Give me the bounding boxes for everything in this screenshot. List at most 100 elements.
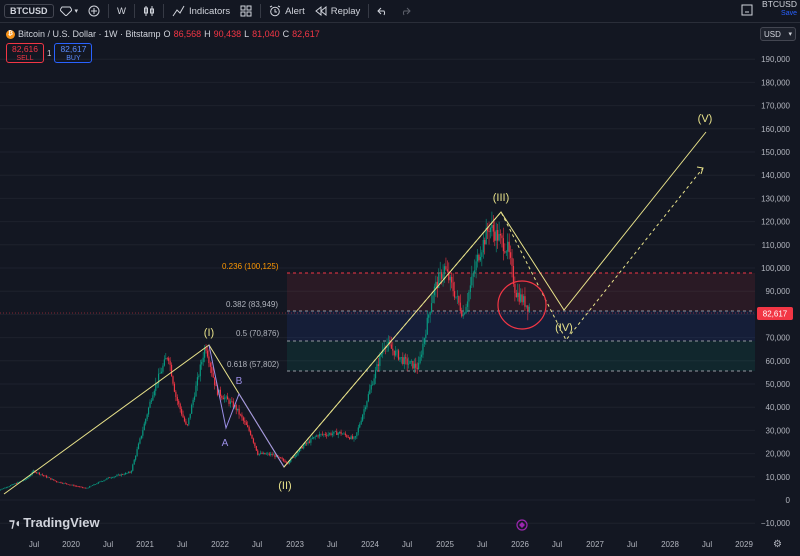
candle-body: [170, 364, 173, 377]
abc-correction-line: [208, 344, 285, 468]
candle-body: [300, 447, 302, 449]
candle-body: [461, 310, 463, 317]
candle-body: [293, 457, 295, 458]
interval-button[interactable]: W: [117, 5, 126, 17]
target-icon[interactable]: [516, 519, 528, 531]
indicators-button[interactable]: Indicators: [167, 0, 235, 22]
candle-body: [305, 443, 308, 444]
candle-body: [504, 251, 506, 253]
candle-body: [191, 404, 193, 414]
candle-body: [83, 487, 85, 489]
candle-body: [18, 481, 20, 483]
candle-body: [212, 372, 214, 378]
divider: [162, 4, 164, 18]
undo-icon[interactable]: [372, 0, 394, 22]
candle-body: [528, 306, 530, 312]
candle-body: [472, 273, 474, 277]
candle-body: [443, 266, 446, 275]
divider: [133, 4, 135, 18]
redo-icon[interactable]: [394, 0, 416, 22]
candle-body: [366, 401, 368, 408]
candle-body: [172, 376, 174, 384]
candles-icon[interactable]: [138, 0, 160, 22]
candle-body: [285, 462, 288, 464]
candle-body: [110, 477, 112, 479]
candle-body: [449, 276, 451, 281]
candle-body: [429, 311, 431, 316]
candle-body: [252, 438, 255, 443]
candle-body: [12, 484, 15, 485]
currency-select[interactable]: USD ▾: [760, 27, 796, 41]
community-icon[interactable]: ▾: [54, 0, 84, 22]
candle-body: [522, 296, 525, 303]
candle-body: [326, 435, 328, 436]
candle-body: [353, 437, 355, 439]
candle-body: [7, 486, 9, 488]
candle-body: [518, 292, 520, 302]
candle-body: [327, 434, 329, 436]
candle-body: [484, 239, 486, 245]
fib-zones: [0, 272, 755, 372]
candle-body: [514, 284, 516, 293]
header-right[interactable]: BTCUSD Save: [762, 0, 797, 18]
candle-body: [462, 314, 464, 317]
save-label[interactable]: Save: [781, 10, 797, 17]
candle-body: [377, 364, 380, 366]
time-tick: Jul: [627, 540, 637, 549]
candle-body: [168, 358, 170, 361]
candle-body: [499, 234, 502, 236]
replay-button[interactable]: Replay: [310, 0, 366, 22]
fullscreen-icon[interactable]: [741, 4, 753, 18]
candle-body: [495, 230, 497, 241]
candle-body: [333, 431, 335, 434]
candle-body: [70, 484, 72, 486]
alert-button[interactable]: Alert: [264, 0, 310, 22]
gear-icon[interactable]: ⚙: [773, 539, 782, 550]
candle-body: [61, 482, 63, 484]
price-axis[interactable]: 190,000 180,000 170,000 160,000 150,000 140,0…: [761, 55, 791, 528]
candle-body: [66, 483, 68, 485]
candle-body: [508, 241, 510, 253]
add-symbol-icon[interactable]: [83, 0, 105, 22]
candle-body: [166, 358, 168, 359]
price-tick: 100,000: [761, 264, 790, 273]
candle-body: [87, 487, 89, 489]
candle-body: [311, 438, 313, 440]
symbol-search[interactable]: BTCUSD: [4, 4, 54, 18]
candle-body: [314, 436, 316, 438]
candle-body: [257, 450, 259, 455]
candle-body: [284, 460, 286, 463]
candle-body: [410, 360, 413, 362]
layouts-icon[interactable]: [235, 0, 257, 22]
candle-body: [77, 486, 79, 487]
candle-body: [53, 479, 55, 481]
buy-button[interactable]: 82,617 BUY: [54, 43, 93, 63]
candle-body: [17, 482, 19, 484]
candle-body: [502, 238, 504, 252]
candle-body: [193, 396, 196, 400]
candle-body: [241, 414, 243, 418]
candle-body: [383, 347, 385, 350]
open-value: 86,568: [173, 29, 202, 39]
candle-body: [416, 367, 418, 370]
wave-label-4: (IV): [555, 322, 573, 334]
candle-body: [33, 470, 35, 472]
candle-body: [24, 479, 26, 481]
candle-body: [291, 457, 293, 459]
indicators-icon: [172, 5, 185, 17]
time-axis[interactable]: Jul 2020 Jul 2021 Jul 2022 Jul 2023 Jul 2024 Jul 20…: [29, 540, 754, 549]
candle-body: [419, 356, 421, 363]
sell-button[interactable]: 82,616 SELL: [6, 43, 44, 63]
candle-body: [79, 486, 81, 488]
candle-body: [275, 455, 278, 458]
candle-body: [387, 341, 390, 345]
time-tick: Jul: [327, 540, 337, 549]
candle-body: [389, 341, 391, 345]
candle-body: [430, 303, 433, 312]
candle-body: [176, 396, 178, 401]
candle-body: [423, 338, 425, 344]
candle-body: [396, 350, 398, 352]
candle-body: [63, 483, 65, 484]
candle-body: [290, 458, 292, 462]
